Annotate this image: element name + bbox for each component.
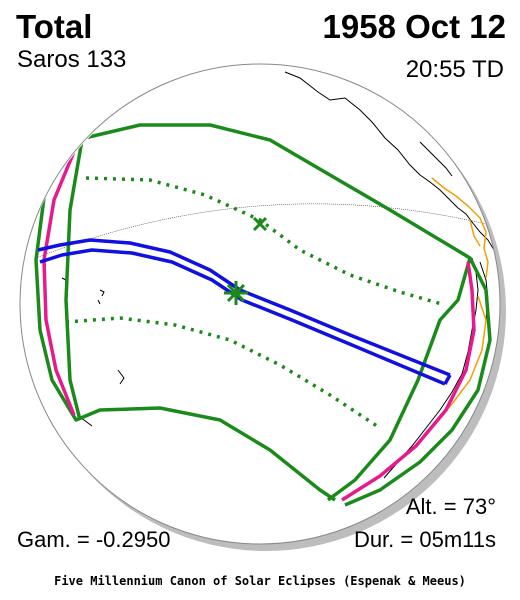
eclipse-type-label: Total <box>16 8 93 45</box>
altitude-value: Alt. = 73° <box>405 494 496 519</box>
saros-label: Saros 133 <box>17 46 127 73</box>
eclipse-date: 1958 Oct 12 <box>322 8 506 45</box>
gamma-value: Gam. = -0.2950 <box>17 527 171 552</box>
northern-dotted-limit <box>85 176 446 307</box>
credit-line: Five Millennium Canon of Solar Eclipses … <box>54 574 466 588</box>
globe <box>19 63 501 545</box>
penumbra-limits <box>34 123 492 507</box>
duration-value: Dur. = 05m11s <box>353 527 496 552</box>
rise-set-curve <box>42 141 476 502</box>
eclipse-time: 20:55 TD <box>405 56 504 83</box>
asterisk-marker <box>224 281 248 305</box>
central-path <box>37 238 452 386</box>
x-marker <box>252 216 268 232</box>
southern-dotted-limit <box>65 316 381 430</box>
equator-line <box>35 203 491 259</box>
